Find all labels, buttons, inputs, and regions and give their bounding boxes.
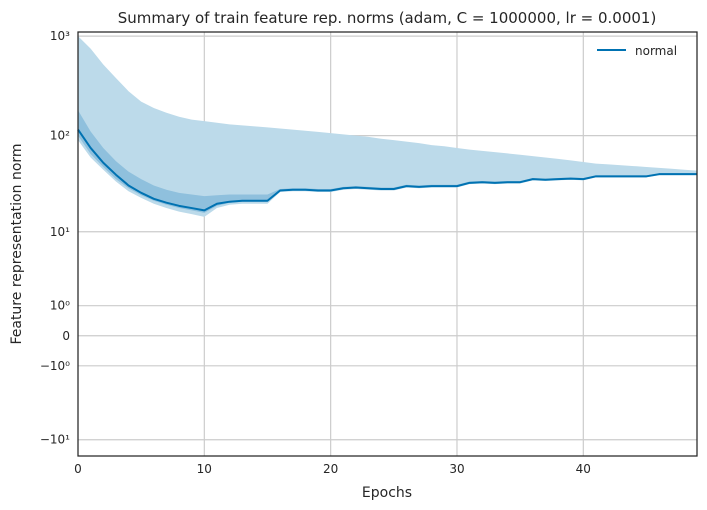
x-tick-labels: 0 10 20 30 40	[74, 462, 591, 476]
x-tick-label: 30	[449, 462, 464, 476]
plot-frame	[77, 31, 698, 457]
series-lines	[77, 129, 697, 212]
series-line-normal	[77, 129, 697, 212]
y-tick-label: 10⁰	[50, 299, 70, 313]
plot-background	[78, 32, 697, 456]
y-tick-labels: −10¹ −10⁰ 0 10⁰ 10¹ 10² 10³	[40, 29, 70, 447]
y-tick-label: 10¹	[50, 225, 70, 239]
y-axis-title: Feature representation norm	[9, 143, 25, 344]
y-tick-label: 0	[62, 329, 70, 343]
min-max-band	[78, 36, 697, 217]
x-axis-title: Epochs	[362, 485, 412, 501]
y-tick-label: 10²	[50, 129, 70, 143]
x-tick-label: 10	[197, 462, 212, 476]
y-tick-label: −10⁰	[40, 359, 70, 373]
y-gridlines	[78, 35, 697, 441]
x-gridlines	[203, 32, 584, 456]
y-tick-label: 10³	[50, 29, 70, 43]
x-tick-label: 40	[576, 462, 591, 476]
variance-bands	[78, 36, 697, 217]
chart-title: Summary of train feature rep. norms (ada…	[118, 9, 657, 27]
legend-label-normal: normal	[635, 44, 677, 58]
x-tick-label: 20	[323, 462, 338, 476]
x-tick-label: 0	[74, 462, 82, 476]
y-tick-label: −10¹	[40, 433, 70, 447]
legend: normal	[597, 44, 677, 58]
